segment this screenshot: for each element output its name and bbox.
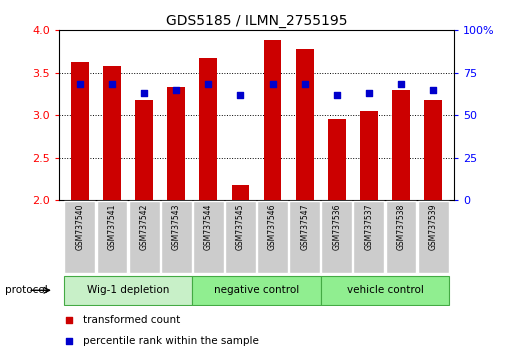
Bar [328, 119, 346, 200]
Bar [65, 201, 95, 273]
Bar [200, 58, 217, 200]
Text: protocol: protocol [5, 285, 48, 295]
Text: transformed count: transformed count [83, 315, 180, 325]
Bar [103, 66, 121, 200]
Point [65, 317, 73, 322]
Text: GSM737538: GSM737538 [397, 204, 405, 250]
Bar [321, 201, 352, 273]
Text: GSM737537: GSM737537 [364, 204, 373, 250]
Bar [231, 185, 249, 200]
Point [268, 82, 277, 87]
Point [65, 338, 73, 343]
Text: GSM737542: GSM737542 [140, 204, 149, 250]
Point [429, 87, 437, 92]
Bar [360, 111, 378, 200]
Bar [257, 201, 288, 273]
Bar [296, 49, 313, 200]
Point [236, 92, 245, 97]
Point [172, 87, 180, 92]
Text: negative control: negative control [214, 285, 299, 295]
Text: GSM737540: GSM737540 [75, 204, 84, 250]
Text: Wig-1 depletion: Wig-1 depletion [87, 285, 169, 295]
Bar [321, 276, 449, 304]
Bar [264, 40, 282, 200]
Text: GSM737544: GSM737544 [204, 204, 213, 250]
Text: GDS5185 / ILMN_2755195: GDS5185 / ILMN_2755195 [166, 14, 347, 28]
Bar [167, 87, 185, 200]
Bar [129, 201, 160, 273]
Point [204, 82, 212, 87]
Point [397, 82, 405, 87]
Bar [64, 276, 192, 304]
Point [301, 82, 309, 87]
Bar [161, 201, 192, 273]
Text: GSM737543: GSM737543 [172, 204, 181, 250]
Point [365, 90, 373, 96]
Bar [225, 201, 256, 273]
Text: GSM737541: GSM737541 [108, 204, 116, 250]
Text: GSM737545: GSM737545 [236, 204, 245, 250]
Bar [96, 201, 127, 273]
Point [76, 82, 84, 87]
Text: vehicle control: vehicle control [346, 285, 423, 295]
Point [108, 82, 116, 87]
Text: GSM737546: GSM737546 [268, 204, 277, 250]
Bar [192, 276, 321, 304]
Text: GSM737547: GSM737547 [300, 204, 309, 250]
Bar [392, 90, 410, 200]
Bar [193, 201, 224, 273]
Text: GSM737539: GSM737539 [429, 204, 438, 250]
Bar [135, 100, 153, 200]
Text: percentile rank within the sample: percentile rank within the sample [83, 336, 259, 346]
Bar [424, 100, 442, 200]
Bar [386, 201, 417, 273]
Text: GSM737536: GSM737536 [332, 204, 341, 250]
Point [140, 90, 148, 96]
Bar [71, 62, 89, 200]
Point [333, 92, 341, 97]
Bar [418, 201, 448, 273]
Bar [289, 201, 320, 273]
Bar [353, 201, 384, 273]
